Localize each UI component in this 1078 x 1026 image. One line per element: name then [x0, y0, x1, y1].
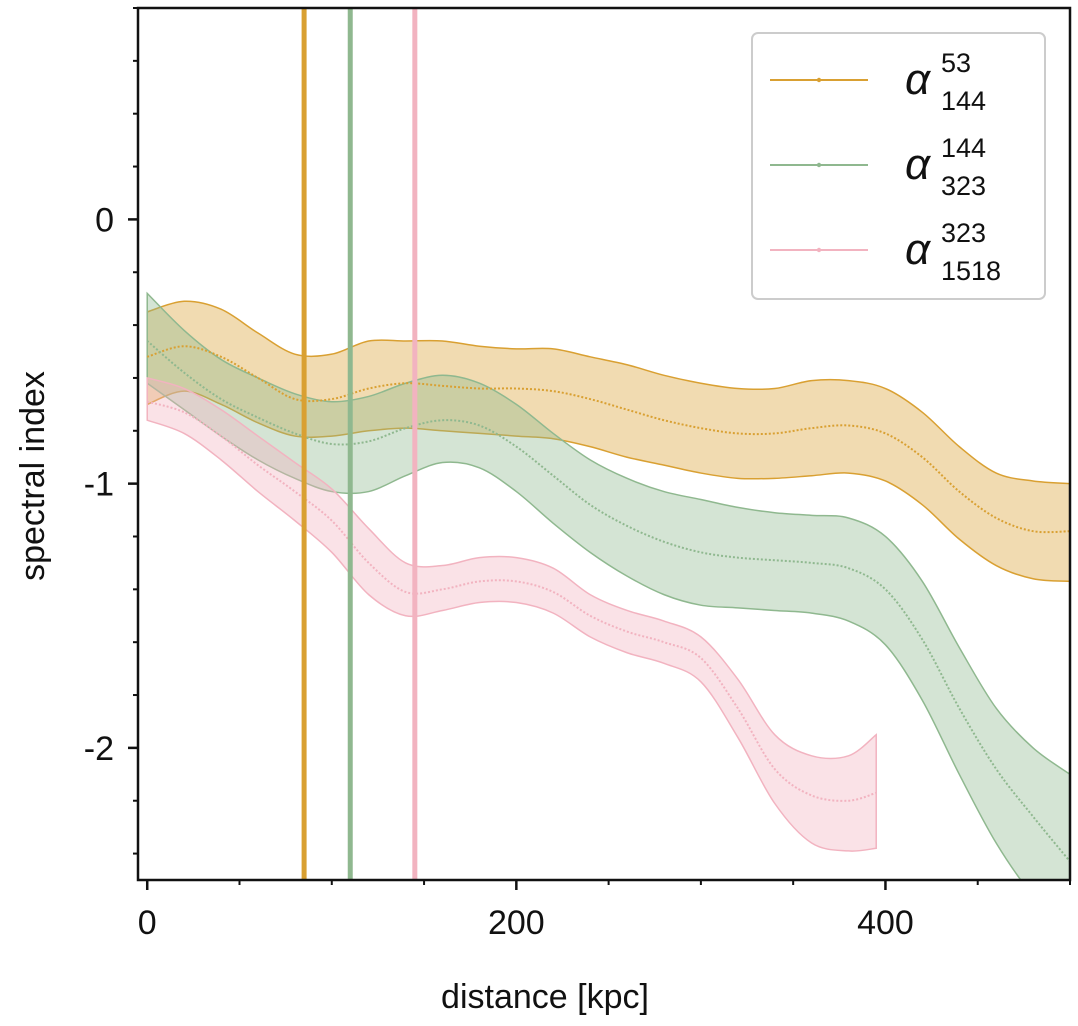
x-axis-label: distance [kpc]: [441, 978, 649, 1016]
legend-box: [751, 32, 1046, 300]
y-tick-label: -2: [84, 730, 114, 768]
x-tick-label: 200: [488, 904, 545, 942]
y-axis-label: spectral index: [14, 371, 52, 581]
vertical-markers: [301, 8, 418, 880]
series-1-band: [146, 300, 1070, 583]
x-tick-label: 400: [857, 904, 914, 942]
legend-superscript: 144: [941, 133, 986, 163]
legend-subscript: 1518: [941, 256, 1001, 286]
plot-frame: [136, 6, 1072, 882]
series-2-line: [146, 340, 1070, 863]
legend-symbol: α: [905, 225, 932, 274]
x-tick-label: 0: [138, 904, 157, 942]
series-2-band: [146, 291, 1070, 880]
legend-marker: [816, 247, 822, 253]
series-1-line: [146, 345, 1070, 534]
legend-subscript: 144: [941, 86, 986, 116]
series-3-line: [146, 400, 877, 802]
y-tick-label: -1: [84, 466, 114, 504]
series-lines: [146, 340, 1070, 863]
uncertainty-bands: [146, 291, 1070, 880]
axis-ticks: [128, 7, 1071, 890]
legend: α 53 144 α 144 323 α 323 1518: [751, 32, 1046, 300]
legend-subscript: 323: [941, 171, 986, 201]
tick-labels: 0 200 400 0 -1 -2: [84, 201, 914, 942]
legend-marker: [816, 77, 822, 83]
series-3-band: [146, 376, 877, 852]
y-tick-label: 0: [95, 201, 114, 239]
legend-symbol: α: [905, 55, 932, 104]
legend-marker: [816, 162, 822, 168]
legend-superscript: 323: [941, 218, 986, 248]
legend-symbol: α: [905, 140, 932, 189]
legend-superscript: 53: [941, 48, 971, 78]
